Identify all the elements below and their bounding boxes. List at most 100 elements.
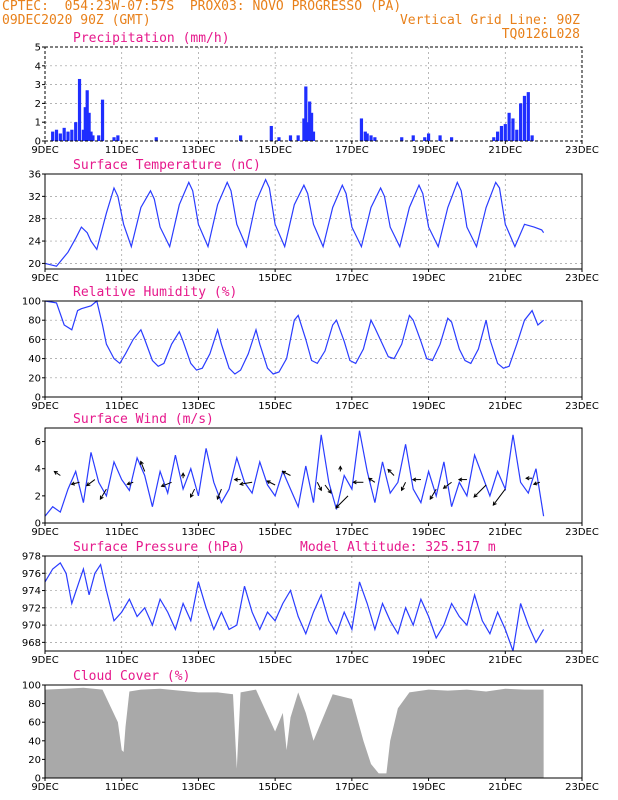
y-tick-label: 0: [35, 393, 41, 404]
wind-arrow: [216, 488, 222, 500]
y-tick-label: 0: [35, 137, 41, 148]
wind-arrow-head: [525, 476, 530, 481]
panel-frame: [44, 555, 583, 652]
x-tick-label: 17DEC: [335, 655, 369, 666]
series-line: [44, 561, 545, 652]
wind-arrow-head: [53, 470, 58, 475]
x-tick-label: 17DEC: [335, 145, 369, 156]
precip-bar: [304, 86, 308, 141]
wind-arrow: [368, 477, 376, 483]
y-tick-label: 978: [22, 552, 41, 563]
wind-arrow-head: [86, 482, 91, 487]
x-tick-label: 9DEC: [31, 401, 58, 412]
precip-bar: [369, 135, 373, 141]
precip-bar: [154, 137, 158, 141]
header-grid-line: Vertical Grid Line: 90Z: [399, 13, 580, 28]
wind-arrow-head: [338, 465, 343, 470]
precip-bar: [306, 122, 310, 141]
panel-title: Precipitation (mm/h): [73, 31, 230, 46]
y-tick-label: 60: [28, 335, 41, 346]
precip-bar: [515, 129, 519, 141]
wind-arrow-head: [139, 460, 144, 465]
precip-bar: [503, 124, 507, 141]
y-tick-label: 2: [35, 491, 41, 502]
x-tick-label: 9DEC: [31, 655, 58, 666]
wind-arrow-head: [457, 477, 463, 482]
y-tick-label: 80: [28, 699, 41, 710]
wind-arrow: [190, 488, 196, 498]
wind-arrow-head: [352, 480, 357, 485]
wind-arrow-head: [239, 481, 244, 486]
wind-arrow: [316, 482, 322, 491]
x-tick-label: 11DEC: [105, 401, 139, 412]
wind-arrow: [140, 461, 146, 472]
wind-arrow-head: [429, 495, 434, 500]
x-tick-label: 23DEC: [565, 655, 599, 666]
precip-bar: [277, 137, 281, 141]
panel-title: Relative Humidity (%): [73, 285, 237, 300]
y-tick-label: 0: [35, 519, 41, 530]
precip-bar: [70, 129, 74, 141]
wind-arrow: [54, 471, 61, 476]
panel-frame: [44, 427, 583, 524]
precip-bar: [51, 131, 55, 141]
y-tick-label: 2: [35, 99, 41, 110]
precip-bar: [77, 78, 82, 141]
precip-bar: [530, 135, 534, 141]
precip-bar: [309, 112, 314, 141]
x-tick-label: 11DEC: [105, 527, 139, 538]
precip-bar: [62, 127, 66, 141]
wind-arrow-head: [411, 477, 417, 482]
precip-bar: [116, 135, 120, 141]
x-tick-label: 23DEC: [565, 782, 599, 793]
y-tick-label: 80: [28, 316, 41, 327]
y-tick-label: 976: [22, 569, 41, 580]
precip-bar: [58, 133, 62, 141]
x-tick-label: 21DEC: [488, 145, 522, 156]
panel-frame: [44, 173, 583, 270]
x-tick-label: 23DEC: [565, 527, 599, 538]
x-tick-label: 21DEC: [488, 401, 522, 412]
wind-arrow: [473, 484, 487, 498]
x-tick-label: 15DEC: [258, 273, 292, 284]
wind-arrow: [533, 481, 540, 485]
x-tick-label: 19DEC: [412, 145, 446, 156]
x-tick-label: 11DEC: [105, 273, 139, 284]
precip-bar: [308, 101, 312, 141]
precip-bar: [74, 122, 78, 141]
y-tick-label: 28: [28, 214, 41, 225]
wind-arrow: [335, 495, 349, 509]
precip-bar: [492, 137, 496, 141]
x-tick-label: 11DEC: [105, 782, 139, 793]
precip-bar: [311, 131, 316, 141]
precip-bar: [426, 133, 431, 141]
x-tick-label: 15DEC: [258, 782, 292, 793]
wind-arrow: [161, 481, 172, 487]
x-tick-label: 21DEC: [488, 782, 522, 793]
wind-arrow-head: [70, 481, 76, 486]
x-tick-label: 19DEC: [412, 782, 446, 793]
y-tick-label: 1: [35, 118, 41, 129]
x-tick-label: 23DEC: [565, 401, 599, 412]
precip-bar: [373, 137, 377, 141]
x-tick-label: 23DEC: [565, 273, 599, 284]
panel-title: Surface Wind (m/s): [73, 412, 214, 427]
precip-bar: [54, 129, 59, 141]
wind-arrow: [282, 471, 291, 476]
y-tick-label: 20: [28, 373, 41, 384]
x-tick-label: 19DEC: [412, 401, 446, 412]
precip-bar: [296, 135, 300, 141]
y-tick-label: 32: [28, 192, 41, 203]
precip-bar: [239, 135, 243, 141]
x-tick-label: 13DEC: [182, 145, 216, 156]
y-tick-label: 100: [22, 681, 41, 692]
x-tick-label: 9DEC: [31, 273, 58, 284]
precip-bar: [269, 125, 273, 141]
x-tick-label: 17DEC: [335, 273, 369, 284]
precip-bar: [363, 131, 367, 141]
precip-bar: [112, 137, 116, 141]
precip-bar: [365, 133, 369, 141]
wind-arrow-head: [335, 504, 340, 509]
x-tick-label: 13DEC: [182, 401, 216, 412]
header-model: TQ0126L028: [501, 27, 580, 42]
